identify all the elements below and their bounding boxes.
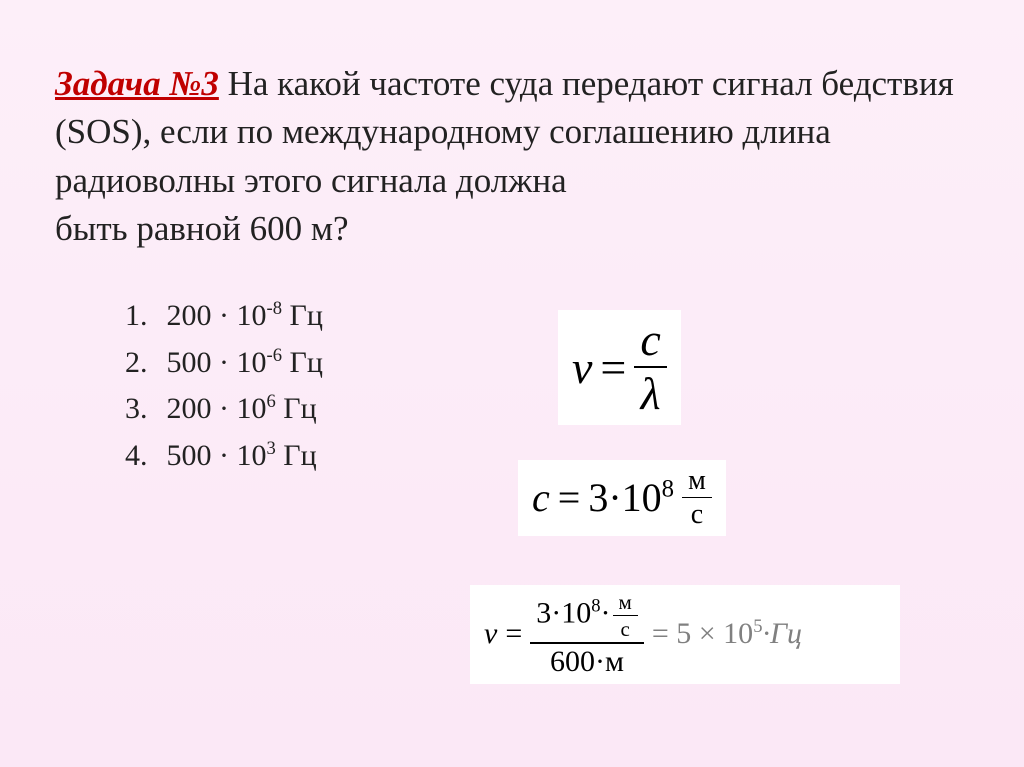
formula2-eq: =	[558, 474, 581, 521]
formula3-main-fraction: 3·108·мс 600·м	[530, 591, 644, 678]
option-number: 1.	[125, 293, 159, 340]
formula-speed-of-light: c = 3·108 м с	[518, 460, 726, 536]
formula1-eq: =	[600, 341, 626, 394]
formula3-res-eq: =	[652, 617, 676, 650]
formula3-den: 600·м	[530, 644, 644, 678]
formula3-lhs: ν	[484, 617, 497, 651]
formula2-unit: м с	[682, 466, 712, 530]
formula3-num-unit: мс	[613, 591, 638, 640]
formula3-numerator: 3·108·мс	[530, 591, 644, 644]
question-text: Задача №3 На какой частоте суда передают…	[55, 60, 974, 253]
option-number: 3.	[125, 386, 159, 433]
task-label: Задача №3	[55, 64, 219, 103]
formula2-lhs: c	[532, 474, 550, 521]
option-3: 3. 200 · 106 Гц	[125, 386, 974, 433]
option-exp: 6	[267, 391, 276, 412]
formula2-coef: 3·10	[588, 475, 661, 520]
formula3-num-unit-n: м	[613, 591, 638, 616]
option-unit: Гц	[282, 299, 323, 332]
formula1-num: c	[634, 316, 666, 368]
option-unit: Гц	[282, 346, 323, 379]
option-unit: Гц	[276, 392, 317, 425]
option-base: 200 · 10	[167, 299, 267, 332]
option-exp: -8	[267, 298, 283, 319]
question-part2: быть равной 600 м?	[55, 209, 349, 248]
option-number: 4.	[125, 433, 159, 480]
option-2: 2. 500 · 10-6 Гц	[125, 340, 974, 387]
option-base: 200 · 10	[167, 392, 267, 425]
formula1-den: λ	[634, 368, 666, 418]
option-exp: -6	[267, 345, 283, 366]
formula-computation: ν = 3·108·мс 600·м = 5 × 105·Гц	[470, 585, 900, 684]
formula3-eq: =	[505, 617, 522, 651]
option-number: 2.	[125, 340, 159, 387]
option-exp: 3	[267, 438, 276, 459]
formula2-value: 3·108	[588, 474, 674, 521]
formula3-result: = 5 × 105·Гц	[652, 617, 802, 651]
option-unit: Гц	[276, 439, 317, 472]
formula3-res-unit: ·Гц	[762, 617, 802, 650]
formula1-lhs: ν	[572, 341, 592, 394]
formula3-res-coef: 5 × 10	[676, 617, 753, 650]
option-base: 500 · 10	[167, 439, 267, 472]
formula-nu-equals-c-over-lambda: ν = c λ	[558, 310, 681, 425]
option-1: 1. 200 · 10-8 Гц	[125, 293, 974, 340]
formula1-fraction: c λ	[634, 316, 666, 419]
formula2-unit-num: м	[682, 466, 712, 498]
formula3-num-exp: 8	[591, 595, 600, 616]
formula3-num-coef: 3·10	[536, 596, 591, 629]
formula3-num-unit-d: с	[613, 616, 638, 640]
options-list: 1. 200 · 10-8 Гц 2. 500 · 10-6 Гц 3. 200…	[125, 293, 974, 479]
formula2-unit-den: с	[682, 498, 712, 529]
option-base: 500 · 10	[167, 346, 267, 379]
formula2-exp: 8	[662, 476, 674, 503]
